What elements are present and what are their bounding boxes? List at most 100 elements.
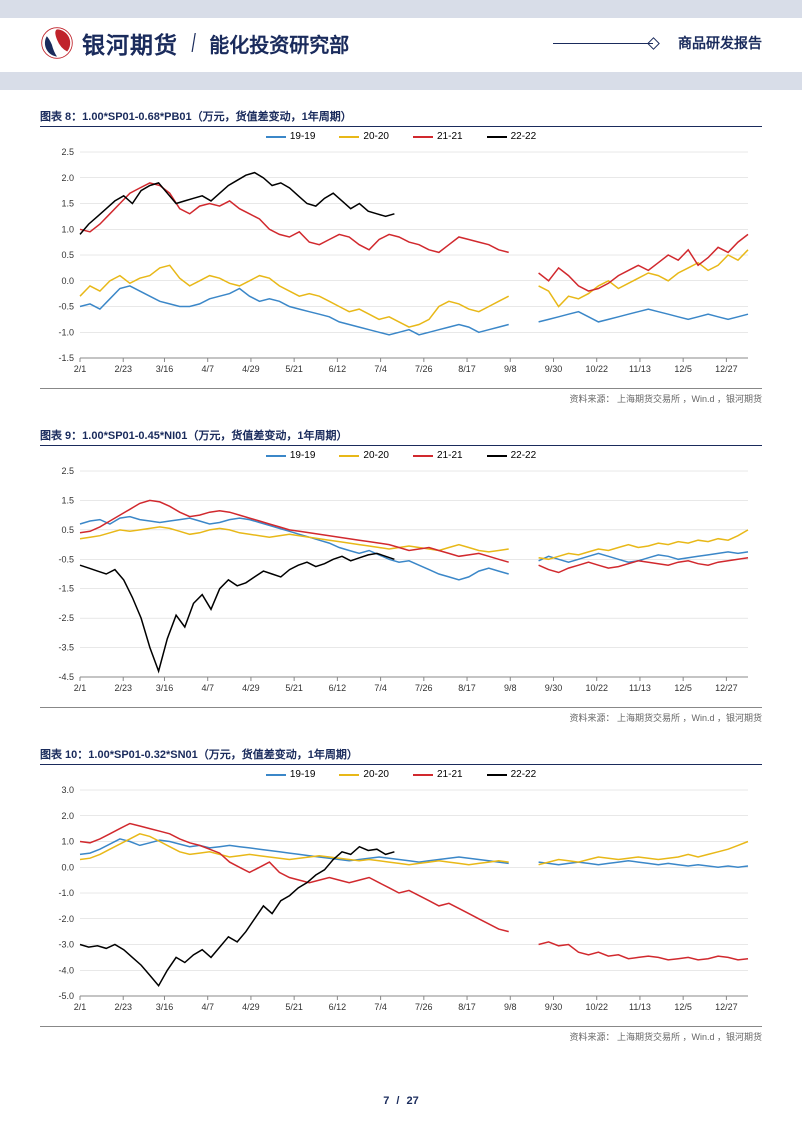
svg-text:4/7: 4/7: [201, 683, 214, 693]
series-21-21: [80, 183, 748, 291]
svg-text:-3.0: -3.0: [58, 940, 74, 950]
svg-text:6/12: 6/12: [329, 364, 347, 374]
report-title: 商品研发报告: [678, 33, 762, 53]
svg-text:2.0: 2.0: [61, 811, 74, 821]
legend-item: 21-21: [413, 769, 463, 780]
chart-source: 资料来源： 上海期货交易所 ，Win.d ，银河期货: [40, 1026, 762, 1043]
chart-source: 资料来源： 上海期货交易所 ，Win.d ，银河期货: [40, 388, 762, 405]
svg-text:-4.5: -4.5: [58, 672, 74, 682]
svg-text:-1.5: -1.5: [58, 584, 74, 594]
svg-text:0.0: 0.0: [61, 862, 74, 872]
svg-text:1.5: 1.5: [61, 199, 74, 209]
svg-text:0.0: 0.0: [61, 276, 74, 286]
chart-legend: 19-19 20-20 21-21 22-22: [40, 131, 762, 142]
series-19-19: [80, 517, 748, 580]
chart-legend: 19-1920-2021-2122-22: [40, 450, 762, 461]
header-separator: /: [191, 28, 195, 59]
svg-text:2.0: 2.0: [61, 173, 74, 183]
svg-text:7/26: 7/26: [415, 683, 433, 693]
logo-icon: [40, 26, 74, 60]
svg-text:4/7: 4/7: [201, 1002, 214, 1012]
svg-text:6/12: 6/12: [329, 683, 347, 693]
svg-text:1.0: 1.0: [61, 224, 74, 234]
svg-text:11/13: 11/13: [629, 364, 651, 374]
svg-text:-1.0: -1.0: [58, 327, 74, 337]
svg-text:12/5: 12/5: [674, 364, 692, 374]
svg-text:11/13: 11/13: [629, 1002, 651, 1012]
chart-title: 图表 8：1.00*SP01-0.68*PB01（万元，货值差变动，1年周期）: [40, 108, 762, 124]
series-19-19: [80, 839, 748, 867]
svg-text:-4.0: -4.0: [58, 965, 74, 975]
legend-item: 19-19: [266, 769, 316, 780]
svg-text:3.0: 3.0: [61, 785, 74, 795]
chart9: -4.5-3.5-2.5-1.5-0.50.51.52.52/12/233/16…: [40, 463, 760, 703]
chart8-block: 图表 8：1.00*SP01-0.68*PB01（万元，货值差变动，1年周期） 1…: [40, 108, 762, 405]
svg-text:2.5: 2.5: [61, 466, 74, 476]
svg-text:7/4: 7/4: [374, 1002, 387, 1012]
legend-item: 19-19: [266, 131, 316, 142]
svg-text:9/8: 9/8: [504, 364, 517, 374]
svg-text:11/13: 11/13: [629, 683, 651, 693]
chart10: -5.0-4.0-3.0-2.0-1.00.01.02.03.02/12/233…: [40, 782, 760, 1022]
legend-item: 22-22: [487, 131, 537, 142]
legend-item: 20-20: [339, 769, 389, 780]
svg-text:8/17: 8/17: [458, 364, 476, 374]
svg-text:5/21: 5/21: [285, 364, 303, 374]
svg-text:9/8: 9/8: [504, 683, 517, 693]
chart-legend: 19-19 20-20 21-21 22-22: [40, 769, 762, 780]
svg-text:9/30: 9/30: [545, 683, 563, 693]
svg-text:7/26: 7/26: [415, 364, 433, 374]
svg-text:4/29: 4/29: [242, 683, 260, 693]
page-header: 银河期货 / 能化投资研究部 商品研发报告: [0, 18, 802, 70]
svg-text:3/16: 3/16: [156, 364, 174, 374]
svg-text:-3.5: -3.5: [58, 643, 74, 653]
svg-text:10/22: 10/22: [585, 683, 608, 693]
legend-item: 22-22: [487, 450, 537, 461]
svg-text:9/30: 9/30: [545, 1002, 563, 1012]
svg-text:12/27: 12/27: [715, 1002, 738, 1012]
dept-name: 能化投资研究部: [209, 29, 349, 58]
svg-text:1.5: 1.5: [61, 495, 74, 505]
svg-text:12/27: 12/27: [715, 683, 738, 693]
diamond-icon: [647, 37, 660, 50]
svg-text:10/22: 10/22: [585, 1002, 608, 1012]
series-21-21: [80, 500, 748, 572]
legend-item: 21-21: [413, 131, 463, 142]
brand-name: 银河期货: [82, 26, 178, 60]
page-footer: 7 / 27: [0, 1085, 802, 1127]
svg-text:4/29: 4/29: [242, 364, 260, 374]
svg-text:4/7: 4/7: [201, 364, 214, 374]
chart10-block: 图表 10：1.00*SP01-0.32*SN01（万元，货值差变动，1年周期）…: [40, 746, 762, 1043]
svg-text:5/21: 5/21: [285, 1002, 303, 1012]
svg-text:9/8: 9/8: [504, 1002, 517, 1012]
svg-text:8/17: 8/17: [458, 1002, 476, 1012]
svg-text:5/21: 5/21: [285, 683, 303, 693]
chart-title: 图表 9：1.00*SP01-0.45*NI01（万元，货值差变动，1年周期）: [40, 427, 762, 443]
svg-text:3/16: 3/16: [156, 683, 174, 693]
svg-text:2/23: 2/23: [114, 683, 132, 693]
svg-text:1.0: 1.0: [61, 837, 74, 847]
legend-item: 20-20: [339, 131, 389, 142]
page-number: 7: [383, 1095, 389, 1107]
svg-text:6/12: 6/12: [329, 1002, 347, 1012]
series-22-22: [80, 847, 394, 986]
svg-text:4/29: 4/29: [242, 1002, 260, 1012]
svg-text:10/22: 10/22: [585, 364, 608, 374]
svg-text:-0.5: -0.5: [58, 554, 74, 564]
svg-text:2/1: 2/1: [74, 364, 87, 374]
svg-text:7/4: 7/4: [374, 683, 387, 693]
svg-text:-5.0: -5.0: [58, 991, 74, 1001]
page-total: 27: [407, 1095, 419, 1107]
legend-item: 20-20: [339, 450, 389, 461]
svg-text:3/16: 3/16: [156, 1002, 174, 1012]
legend-item: 22-22: [487, 769, 537, 780]
chart-source: 资料来源： 上海期货交易所 ，Win.d ，银河期货: [40, 707, 762, 724]
chart8: -1.5-1.0-0.50.00.51.01.52.02.52/12/233/1…: [40, 144, 760, 384]
legend-item: 21-21: [413, 450, 463, 461]
svg-text:2.5: 2.5: [61, 147, 74, 157]
svg-text:-1.0: -1.0: [58, 888, 74, 898]
svg-text:2/1: 2/1: [74, 1002, 87, 1012]
chart9-block: 图表 9：1.00*SP01-0.45*NI01（万元，货值差变动，1年周期） 1…: [40, 427, 762, 724]
svg-text:7/4: 7/4: [374, 364, 387, 374]
series-20-20: [80, 250, 748, 327]
